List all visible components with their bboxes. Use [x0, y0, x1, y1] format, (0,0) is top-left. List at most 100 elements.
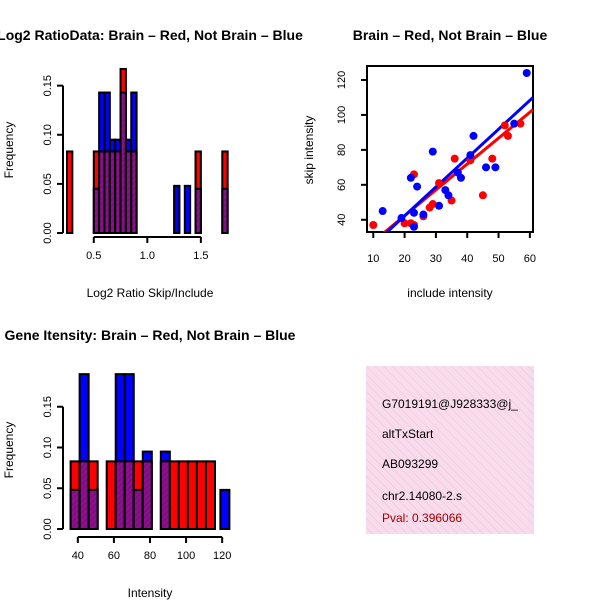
y-tick-label: 60 [336, 179, 348, 191]
y-axis-label: skip intensity [302, 116, 316, 185]
info-background [366, 366, 534, 534]
y-tick-label: 40 [336, 214, 348, 226]
x-axis-label: include intensity [407, 286, 492, 300]
chart-title: Gene Itensity: Brain – Red, Not Brain – … [5, 327, 296, 343]
x-tick-label: 60 [524, 253, 536, 265]
point-not-brain [397, 214, 406, 223]
bar-brain [195, 460, 207, 531]
y-tick-label: 0.15 [42, 75, 54, 96]
point-brain [516, 119, 525, 128]
point-brain [478, 191, 487, 200]
p-value: Pval: 0.396066 [382, 511, 462, 525]
x-tick-label: 100 [177, 550, 195, 562]
point-not-brain [378, 207, 387, 216]
gene-intensity-histogram: Gene Itensity: Brain – Red, Not Brain – … [2, 327, 296, 600]
y-tick-label: 0.05 [42, 478, 54, 499]
fit-lines [382, 96, 533, 232]
y-tick-label: 0.00 [42, 222, 54, 243]
bar-overlap [78, 460, 90, 531]
axes: 0.5 1.0 1.5 0.00 0.05 0.10 0.15 [42, 75, 209, 262]
bar-not-brain [183, 184, 192, 235]
chart-title: Log2 RatioData: Brain – Red, Not Brain –… [0, 27, 303, 43]
point-not-brain [435, 201, 444, 210]
point-not-brain [406, 173, 415, 182]
y-tick-label: 0.05 [42, 173, 54, 194]
log2-ratio-histogram: Log2 RatioData: Brain – Red, Not Brain –… [0, 27, 303, 300]
x-tick-label: 80 [144, 550, 156, 562]
point-brain [450, 154, 459, 163]
x-tick-label: 10 [367, 253, 379, 265]
point-not-brain [522, 68, 531, 77]
bar-brain [186, 460, 198, 531]
intensity-scatter-plot: Brain – Red, Not Brain – Blue 10 20 30 40 50… [302, 27, 547, 300]
axes: 40 60 80 100 120 0.00 0.05 0.10 0.15 [42, 396, 231, 562]
x-tick-label: 50 [492, 253, 504, 265]
bar-overlap [130, 150, 138, 234]
event-type: altTxStart [382, 427, 434, 441]
point-brain [503, 131, 512, 140]
point-brain [500, 121, 509, 130]
x-tick-label: 30 [430, 253, 442, 265]
bar-overlap [194, 187, 202, 234]
y-axis-label: Frequency [2, 422, 16, 479]
bar-brain [177, 460, 189, 531]
point-not-brain [510, 119, 519, 128]
y-tick-label: 0.15 [42, 396, 54, 417]
bar-overlap [221, 187, 229, 234]
histogram-bars [66, 67, 229, 235]
point-brain [428, 200, 437, 209]
y-tick-label: 0.00 [42, 518, 54, 539]
bar-brain [66, 150, 74, 234]
x-tick-label: 1.5 [193, 250, 208, 262]
fit-line-not-brain [384, 96, 533, 232]
point-not-brain [482, 163, 491, 172]
point-not-brain [419, 210, 428, 219]
point-not-brain [466, 151, 475, 160]
y-tick-label: 80 [336, 144, 348, 156]
bar-overlap [141, 460, 153, 531]
bar-overlap [69, 488, 81, 531]
bar-overlap [132, 488, 144, 531]
x-tick-label: 1.0 [140, 250, 155, 262]
bar-brain [168, 460, 180, 531]
bar-not-brain [219, 488, 231, 531]
point-not-brain [456, 173, 465, 182]
point-not-brain [409, 208, 418, 217]
point-not-brain [469, 131, 478, 140]
x-axis-label: Log2 Ratio Skip/Include [87, 286, 214, 300]
point-brain [435, 179, 444, 188]
y-tick-label: 100 [336, 106, 348, 124]
x-tick-label: 40 [72, 550, 84, 562]
axes: 10 20 30 40 50 60 40 60 80 100 120 [336, 71, 536, 265]
point-brain [369, 221, 378, 230]
y-axis-label: Frequency [2, 122, 16, 179]
accession: AB093299 [382, 457, 438, 471]
point-not-brain [428, 147, 437, 156]
y-tick-label: 120 [336, 71, 348, 89]
x-axis-label: Intensity [128, 586, 173, 600]
event-id: G7019191@J928333@j_ [382, 397, 518, 411]
histogram-bars [69, 373, 231, 531]
bar-overlap [114, 460, 126, 531]
bar-not-brain [173, 184, 181, 235]
x-tick-label: 120 [213, 550, 231, 562]
bar-overlap [159, 460, 171, 531]
y-tick-label: 0.10 [42, 124, 54, 145]
data-points [369, 68, 531, 231]
x-tick-label: 60 [108, 550, 120, 562]
y-tick-label: 0.10 [42, 437, 54, 458]
chart-title: Brain – Red, Not Brain – Blue [353, 27, 548, 43]
x-tick-label: 0.5 [86, 250, 101, 262]
point-not-brain [409, 222, 418, 231]
bar-overlap [87, 488, 99, 531]
plot-frame [366, 65, 534, 233]
bar-brain [204, 460, 216, 531]
bar-brain [105, 460, 117, 531]
bar-overlap [123, 460, 135, 531]
point-not-brain [491, 163, 500, 172]
cluster-id: chr2.14080-2.s [382, 489, 462, 503]
event-info-panel: G7019191@J928333@j_ altTxStart AB093299 … [366, 366, 534, 534]
point-not-brain [413, 182, 422, 191]
point-not-brain [444, 191, 453, 200]
